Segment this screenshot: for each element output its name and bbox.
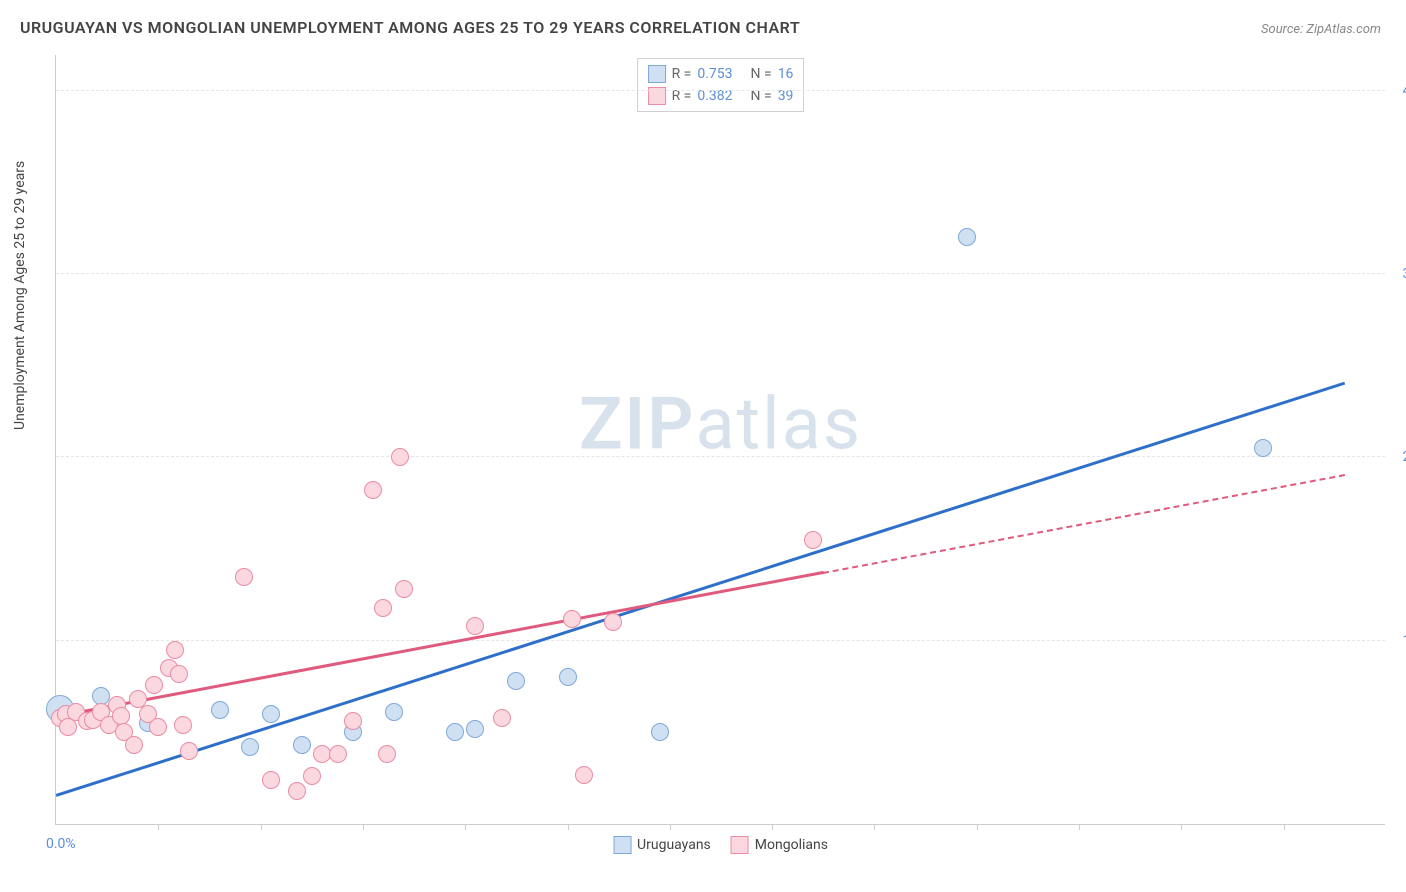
data-point xyxy=(303,767,321,785)
x-tick xyxy=(261,824,262,830)
data-point xyxy=(604,613,622,631)
data-point xyxy=(563,610,581,628)
stats-legend-row: R = 0.382N = 39 xyxy=(648,85,794,107)
data-point xyxy=(395,580,413,598)
data-point xyxy=(804,531,822,549)
data-point xyxy=(145,676,163,694)
x-tick xyxy=(363,824,364,830)
data-point xyxy=(466,617,484,635)
data-point xyxy=(313,745,331,763)
data-point xyxy=(1254,439,1272,457)
data-point xyxy=(651,723,669,741)
data-point xyxy=(241,738,259,756)
data-point xyxy=(235,568,253,586)
data-point xyxy=(174,716,192,734)
x-tick xyxy=(158,824,159,830)
data-point xyxy=(559,668,577,686)
x-tick-label: 0.0% xyxy=(46,836,76,852)
chart-title: URUGUAYAN VS MONGOLIAN UNEMPLOYMENT AMON… xyxy=(20,18,800,37)
legend-item: Uruguayans xyxy=(613,836,711,854)
watermark: ZIPatlas xyxy=(579,382,862,467)
legend-label: Mongolians xyxy=(755,837,828,853)
stat-n-value: 16 xyxy=(778,66,794,82)
stat-n-label: N = xyxy=(751,66,772,82)
data-point xyxy=(262,771,280,789)
gridline xyxy=(56,640,1385,641)
data-point xyxy=(125,736,143,754)
stat-r-value: 0.753 xyxy=(697,66,732,82)
x-tick xyxy=(1284,824,1285,830)
legend-item: Mongolians xyxy=(731,836,828,854)
source-label: Source: ZipAtlas.com xyxy=(1261,22,1381,37)
x-tick xyxy=(670,824,671,830)
gridline xyxy=(56,456,1385,457)
data-point xyxy=(211,701,229,719)
legend-swatch xyxy=(731,836,749,854)
stat-r-label: R = xyxy=(672,66,692,82)
x-tick xyxy=(465,824,466,830)
x-tick xyxy=(1181,824,1182,830)
stats-legend: R = 0.753 N = 16 R = 0.382N = 39 xyxy=(637,58,805,112)
data-point xyxy=(112,707,130,725)
x-tick xyxy=(1079,824,1080,830)
data-point xyxy=(385,703,403,721)
data-point xyxy=(149,718,167,736)
data-point xyxy=(92,687,110,705)
legend-label: Uruguayans xyxy=(637,837,711,853)
data-point xyxy=(374,599,392,617)
x-tick xyxy=(977,824,978,830)
data-point xyxy=(493,709,511,727)
data-point xyxy=(288,782,306,800)
data-point xyxy=(378,745,396,763)
y-tick-label: 40.0% xyxy=(1402,83,1406,99)
trend-line xyxy=(56,382,1346,797)
legend-swatch xyxy=(613,836,631,854)
data-point xyxy=(958,228,976,246)
series-legend: Uruguayans Mongolians xyxy=(613,836,828,854)
data-point xyxy=(166,641,184,659)
data-point xyxy=(329,745,347,763)
data-point xyxy=(446,723,464,741)
data-point xyxy=(391,448,409,466)
stats-legend-row: R = 0.753 N = 16 xyxy=(648,63,794,85)
data-point xyxy=(344,712,362,730)
data-point xyxy=(262,705,280,723)
x-tick xyxy=(874,824,875,830)
legend-swatch xyxy=(648,65,666,83)
plot-area: ZIPatlas R = 0.753N = 16R = 0.382N = 39 … xyxy=(55,55,1385,825)
y-tick-label: 10.0% xyxy=(1402,633,1406,649)
data-point xyxy=(507,672,525,690)
data-point xyxy=(170,665,188,683)
x-tick xyxy=(568,824,569,830)
y-tick-label: 20.0% xyxy=(1402,449,1406,465)
y-tick-label: 30.0% xyxy=(1402,266,1406,282)
data-point xyxy=(466,720,484,738)
data-point xyxy=(364,481,382,499)
data-point xyxy=(293,736,311,754)
gridline xyxy=(56,90,1385,91)
data-point xyxy=(575,766,593,784)
y-axis-label: Unemployment Among Ages 25 to 29 years xyxy=(12,161,28,430)
x-tick xyxy=(772,824,773,830)
gridline xyxy=(56,273,1385,274)
data-point xyxy=(180,742,198,760)
